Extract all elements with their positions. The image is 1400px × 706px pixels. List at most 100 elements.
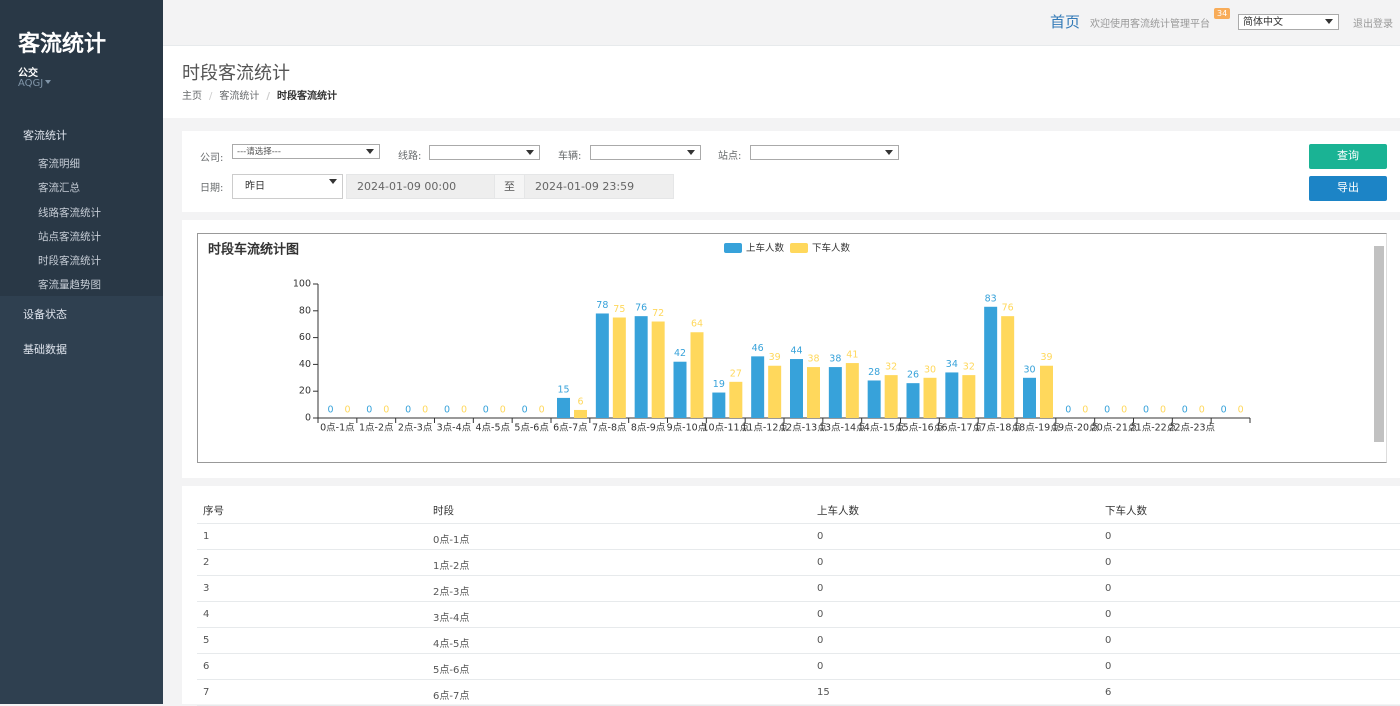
value: 昨日 [245,181,265,192]
crumb[interactable]: 主页 [182,91,202,102]
bar [613,318,626,419]
brand: 客流统计 [18,26,106,58]
route-select[interactable] [429,145,540,160]
table-cell: 7 [203,687,209,698]
submenu-item[interactable]: 客流明细 [38,156,80,171]
company-select[interactable]: ---请选择--- [232,144,380,159]
query-button[interactable]: 查询 [1309,144,1387,169]
language-select[interactable]: 简体中文 [1238,14,1339,30]
bar [574,410,587,418]
logout[interactable]: 退出登录 [1353,15,1393,30]
data-label: 41 [846,350,858,361]
legend-swatch [724,243,742,253]
submenu-item[interactable]: 站点客流统计 [38,229,101,244]
label: 日期: [200,179,223,194]
data-label: 0 [1143,405,1149,416]
crumb[interactable]: 客流统计 [202,91,259,102]
data-label: 39 [769,352,781,363]
menu-item[interactable]: 客流统计 [23,127,67,143]
start-input[interactable]: 2024-01-09 00:00 [346,174,495,199]
x-tick-label: 2点-3点 [398,423,433,434]
submenu-item[interactable]: 客流量趋势图 [38,277,101,292]
bar [924,378,937,418]
table-cell: 0 [1105,531,1111,542]
table-header: 时段 [433,503,454,518]
table-cell: 4点-5点 [433,635,469,650]
table-cell: 2 [203,557,209,568]
bar [652,322,665,418]
vehicle-select[interactable] [590,145,701,160]
data-label: 26 [907,370,919,381]
date-select[interactable]: 昨日 [232,174,343,199]
table-cell: 4 [203,609,209,620]
data-label: 0 [539,405,545,416]
y-tick-label: 0 [305,413,311,424]
submenu-item[interactable]: 线路客流统计 [38,205,101,220]
data-label: 83 [985,293,997,304]
row-rule [197,601,1400,602]
home-link[interactable]: 首页 [1050,11,1080,32]
data-label: 39 [1040,352,1052,363]
table-header: 上车人数 [817,503,859,518]
legend-swatch [790,243,808,253]
export-button[interactable]: 导出 [1309,176,1387,201]
y-tick-label: 100 [293,279,311,290]
data-label: 0 [483,405,489,416]
x-tick-label: 22点-23点 [1168,423,1215,434]
station-select[interactable] [750,145,899,160]
data-label: 44 [790,346,802,357]
data-label: 27 [730,368,742,379]
data-label: 0 [1160,405,1166,416]
bar [1040,366,1053,418]
table-cell: 0点-1点 [433,531,469,546]
language: 简体中文 [1243,17,1283,28]
data-label: 0 [1238,405,1244,416]
row-rule [197,679,1400,680]
menu-item[interactable]: 设备状态 [23,306,67,322]
data-label: 72 [652,308,664,319]
bar [846,363,859,418]
bar [984,307,997,418]
end-input[interactable]: 2024-01-09 23:59 [524,174,674,199]
bar [712,393,725,418]
y-tick-label: 60 [299,332,311,343]
bar [768,366,781,418]
data-label: 0 [422,405,428,416]
header-rule [197,523,1400,524]
table-cell: 6 [1105,687,1111,698]
breadcrumb: 主页客流统计时段客流统计 [182,87,337,102]
table-cell: 6 [203,661,209,672]
data-label: 0 [344,405,350,416]
welcome: 欢迎使用客流统计管理平台 [1090,15,1210,30]
data-label: 64 [691,319,703,330]
bar [635,316,648,418]
data-label: 0 [1221,405,1227,416]
bar [1023,378,1036,418]
submenu-item[interactable]: 客流汇总 [38,180,80,195]
data-label: 15 [557,384,569,395]
data-label: 0 [405,405,411,416]
x-tick-label: 5点-6点 [514,423,549,434]
table-header: 下车人数 [1105,503,1147,518]
data-label: 0 [522,405,528,416]
table-header: 序号 [203,503,224,518]
table-cell: 6点-7点 [433,687,469,702]
scrollbar[interactable] [1374,246,1384,442]
table-cell: 5点-6点 [433,661,469,676]
menu-item[interactable]: 基础数据 [23,341,67,357]
table-cell: 0 [817,531,823,542]
data-label: 0 [1082,405,1088,416]
table-cell: 15 [817,687,830,698]
bar [751,356,764,418]
data-label: 0 [1182,405,1188,416]
data-label: 30 [1023,364,1035,375]
table-panel [182,486,1400,704]
bar [691,332,704,418]
x-tick-label: 3点-4点 [437,423,472,434]
table-cell: 1 [203,531,209,542]
table-cell: 3点-4点 [433,609,469,624]
account[interactable]: AQGJ [18,78,51,89]
badge: 34 [1214,8,1230,19]
value: ---请选择--- [237,147,281,157]
submenu-item[interactable]: 时段客流统计 [38,253,101,268]
